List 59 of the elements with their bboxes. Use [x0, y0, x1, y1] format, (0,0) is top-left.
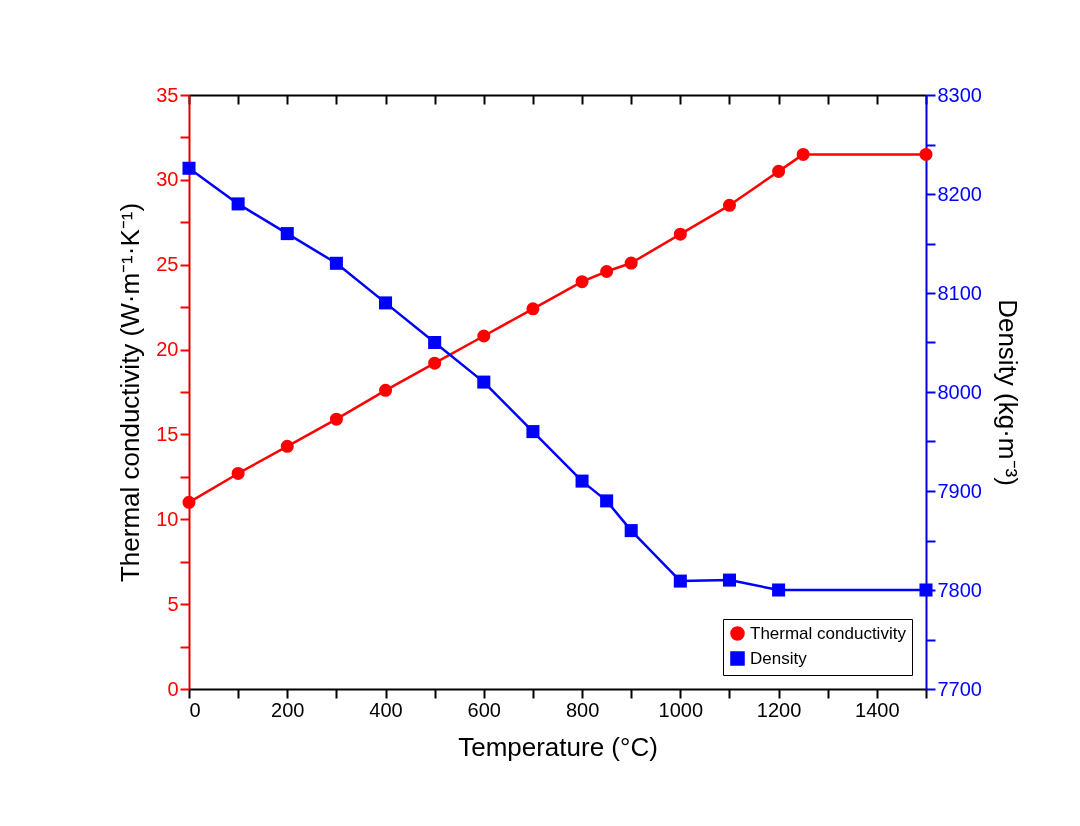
point	[772, 583, 786, 597]
x-tick-label: 200	[271, 698, 305, 721]
point	[526, 302, 540, 316]
point	[379, 383, 393, 397]
point	[624, 256, 638, 270]
x-tick-label: 0	[189, 698, 201, 721]
point	[600, 265, 614, 279]
point	[600, 494, 614, 508]
x-tick-label: 800	[565, 698, 600, 721]
point	[477, 329, 491, 343]
point	[673, 574, 687, 588]
y-tick-label: 30	[156, 168, 179, 191]
y2-tick-label: 8300	[937, 83, 982, 106]
x-tick-label: 1000	[658, 698, 704, 721]
y-tick-label: 25	[156, 253, 179, 276]
y2-axis-title: Density (kg·m⁻³)	[992, 299, 1023, 486]
point	[919, 147, 933, 161]
legend-label: Density	[750, 648, 808, 668]
y2-tick-label: 7800	[937, 578, 982, 601]
x-tick-label: 400	[369, 698, 403, 721]
point	[526, 425, 540, 439]
point	[329, 256, 343, 270]
y2-tick-label: 8100	[937, 281, 982, 304]
y-tick-label: 20	[156, 338, 179, 361]
x-axis-title: Temperature (°C)	[458, 731, 658, 762]
y-tick-label: 10	[156, 507, 179, 530]
y2-tick-label: 8000	[937, 380, 982, 403]
point	[673, 227, 687, 241]
point	[575, 275, 589, 289]
point	[231, 197, 245, 211]
y-tick-label: 35	[156, 83, 179, 106]
point	[722, 573, 736, 587]
legend-label: Thermal conductivity	[750, 623, 907, 643]
point	[722, 198, 736, 212]
point	[772, 164, 786, 178]
y-tick-label: 15	[156, 422, 179, 445]
point	[428, 356, 442, 370]
point	[796, 147, 810, 161]
point	[231, 466, 245, 480]
point	[477, 375, 491, 389]
point	[280, 439, 294, 453]
point	[575, 474, 589, 488]
point	[624, 524, 638, 538]
y-tick-label: 5	[167, 592, 179, 615]
x-tick-label: 1400	[855, 698, 900, 721]
point	[919, 583, 933, 597]
y2-tick-label: 8200	[937, 182, 982, 205]
point	[329, 412, 343, 426]
point	[182, 161, 196, 175]
y2-tick-label: 7900	[937, 479, 982, 502]
point	[182, 495, 196, 509]
point	[280, 227, 294, 241]
y-tick-label: 0	[167, 677, 179, 700]
x-tick-label: 600	[467, 698, 501, 721]
point	[428, 335, 442, 350]
x-tick-label: 1200	[756, 698, 802, 721]
y2-tick-label: 7700	[937, 677, 982, 700]
y-axis-title: Thermal conductivity (W·m⁻¹·K⁻¹)	[115, 202, 146, 583]
point	[379, 296, 393, 310]
